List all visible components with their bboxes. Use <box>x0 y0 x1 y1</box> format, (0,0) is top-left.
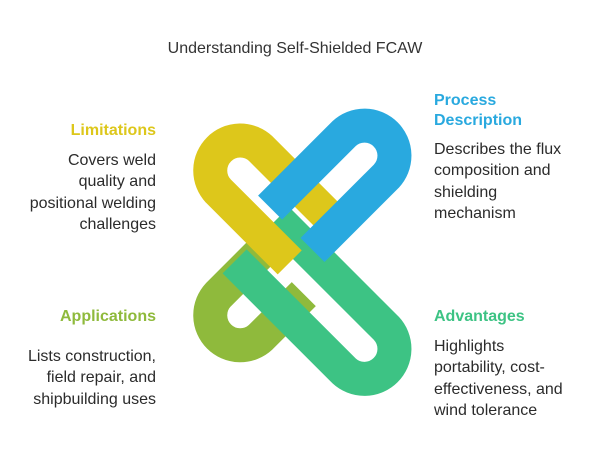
applications-description: Lists construction, field repair, and sh… <box>27 348 156 408</box>
advantages-heading: Advantages <box>434 308 525 325</box>
applications-heading: Applications <box>59 308 156 325</box>
applications-loop <box>193 239 316 363</box>
process-description-text: Describes the flux composition and shiel… <box>434 141 562 222</box>
limitations-loop <box>193 123 352 275</box>
advantages-description: Highlights portability, cost- effectiven… <box>434 338 563 419</box>
limitations-description: Covers weld quality and positional weldi… <box>29 152 156 233</box>
advantages-loop <box>222 206 412 396</box>
limitations-heading: Limitations <box>70 122 156 139</box>
process-loop <box>258 108 412 263</box>
diagram-title: Understanding Self-Shielded FCAW <box>167 40 423 57</box>
process-description-heading: Process Description <box>434 92 523 129</box>
